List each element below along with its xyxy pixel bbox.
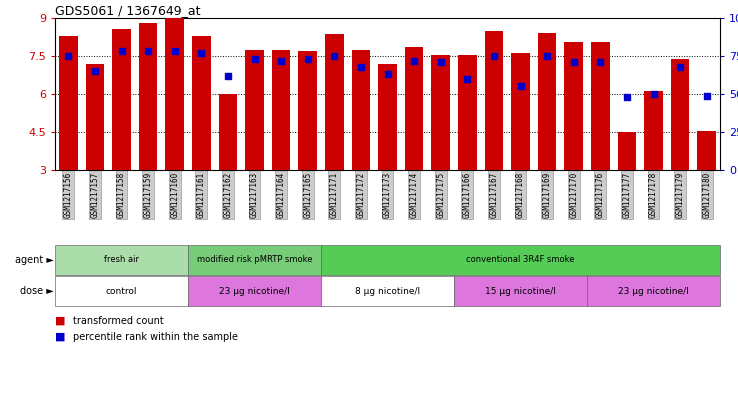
Bar: [697, 131, 716, 170]
Text: 8 µg nicotine/l: 8 µg nicotine/l: [355, 286, 420, 296]
Bar: [139, 23, 157, 170]
Bar: [188, 276, 321, 306]
Bar: [538, 33, 556, 170]
Bar: [432, 55, 450, 170]
Bar: [218, 94, 237, 170]
Bar: [112, 29, 131, 170]
Point: [222, 73, 234, 79]
Bar: [644, 92, 663, 170]
Bar: [55, 245, 188, 275]
Point: [461, 76, 473, 82]
Bar: [565, 42, 583, 170]
Text: percentile rank within the sample: percentile rank within the sample: [74, 332, 238, 342]
Point: [196, 50, 207, 56]
Bar: [671, 59, 689, 170]
Bar: [404, 47, 424, 170]
Text: GDS5061 / 1367649_at: GDS5061 / 1367649_at: [55, 4, 201, 17]
Bar: [165, 18, 184, 170]
Point: [541, 53, 553, 59]
Bar: [351, 50, 370, 170]
Text: conventional 3R4F smoke: conventional 3R4F smoke: [466, 255, 575, 264]
Bar: [618, 132, 636, 170]
Point: [675, 64, 686, 70]
Point: [514, 83, 526, 90]
Point: [63, 53, 75, 59]
Bar: [188, 245, 321, 275]
Text: 23 µg nicotine/l: 23 µg nicotine/l: [219, 286, 290, 296]
Point: [621, 94, 632, 100]
Point: [249, 56, 261, 62]
Point: [701, 92, 713, 99]
Text: dose ►: dose ►: [20, 286, 54, 296]
Point: [169, 48, 181, 55]
Point: [648, 91, 660, 97]
Bar: [192, 36, 210, 170]
Bar: [454, 276, 587, 306]
Point: [382, 71, 393, 77]
Bar: [59, 36, 77, 170]
Point: [275, 57, 287, 64]
Bar: [245, 50, 263, 170]
Bar: [86, 64, 104, 170]
Point: [568, 59, 579, 65]
Point: [435, 59, 446, 65]
Point: [328, 53, 340, 59]
Bar: [587, 276, 720, 306]
Point: [488, 53, 500, 59]
Text: ■: ■: [55, 332, 69, 342]
Bar: [321, 245, 720, 275]
Bar: [511, 53, 530, 170]
Text: 23 µg nicotine/l: 23 µg nicotine/l: [618, 286, 689, 296]
Text: modified risk pMRTP smoke: modified risk pMRTP smoke: [197, 255, 312, 264]
Point: [408, 57, 420, 64]
Bar: [325, 35, 344, 170]
Bar: [298, 51, 317, 170]
Point: [142, 48, 154, 55]
Text: agent ►: agent ►: [15, 255, 54, 265]
Bar: [591, 42, 610, 170]
Point: [116, 48, 128, 55]
Bar: [272, 50, 291, 170]
Point: [594, 59, 606, 65]
Bar: [55, 276, 188, 306]
Text: fresh air: fresh air: [104, 255, 139, 264]
Point: [355, 64, 367, 70]
Point: [89, 68, 101, 74]
Bar: [378, 64, 397, 170]
Point: [302, 56, 314, 62]
Text: control: control: [106, 286, 137, 296]
Text: transformed count: transformed count: [74, 316, 164, 326]
Bar: [321, 276, 454, 306]
Bar: [485, 31, 503, 170]
Bar: [458, 55, 477, 170]
Text: 15 µg nicotine/l: 15 µg nicotine/l: [485, 286, 556, 296]
Text: ■: ■: [55, 316, 69, 326]
